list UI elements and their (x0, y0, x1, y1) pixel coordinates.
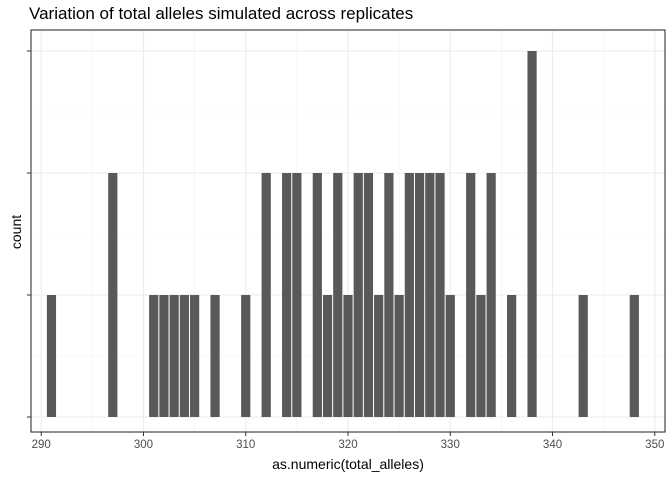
x-axis-label: as.numeric(total_alleles) (272, 456, 424, 472)
histogram-bar (322, 295, 333, 417)
histogram-bar (527, 51, 537, 417)
histogram-bar (414, 173, 425, 417)
histogram-bar (149, 295, 159, 417)
x-tick-label: 330 (441, 439, 460, 451)
histogram-bar (333, 173, 343, 417)
histogram-bar (435, 173, 445, 417)
histogram-bar (312, 173, 322, 417)
histogram-bar (466, 173, 476, 417)
histogram-bar (241, 295, 251, 417)
histogram-bar (425, 173, 435, 417)
y-axis-label: count (8, 214, 24, 250)
histogram-bar (507, 295, 517, 417)
histogram-bar (476, 295, 486, 417)
histogram-bar (210, 295, 220, 417)
histogram-bar (363, 173, 374, 417)
x-tick-label: 290 (32, 439, 51, 451)
histogram-bar (261, 173, 271, 417)
histogram-bar (384, 173, 394, 417)
histogram-bar (629, 295, 639, 417)
histogram-bar (282, 173, 292, 417)
histogram-bar (404, 173, 414, 417)
histogram-bar (46, 295, 57, 417)
histogram-bar (169, 295, 179, 417)
histogram-bar (108, 173, 118, 417)
histogram-bar (445, 295, 455, 417)
chart-title: Variation of total alleles simulated acr… (29, 4, 414, 23)
histogram-bar (292, 173, 302, 417)
x-tick-label: 340 (543, 439, 562, 451)
x-tick-label: 350 (645, 439, 664, 451)
histogram-bar (486, 173, 496, 417)
histogram-bar (159, 295, 169, 417)
x-tick-label: 300 (134, 439, 153, 451)
histogram-bar (578, 295, 588, 417)
histogram-bar (394, 295, 404, 417)
x-tick-label: 310 (236, 439, 255, 451)
histogram-bar (374, 295, 384, 417)
histogram-bar (179, 295, 189, 417)
histogram-bar (190, 295, 200, 417)
x-tick-label: 320 (338, 439, 357, 451)
histogram-bar (343, 295, 353, 417)
histogram-bar (353, 173, 363, 417)
